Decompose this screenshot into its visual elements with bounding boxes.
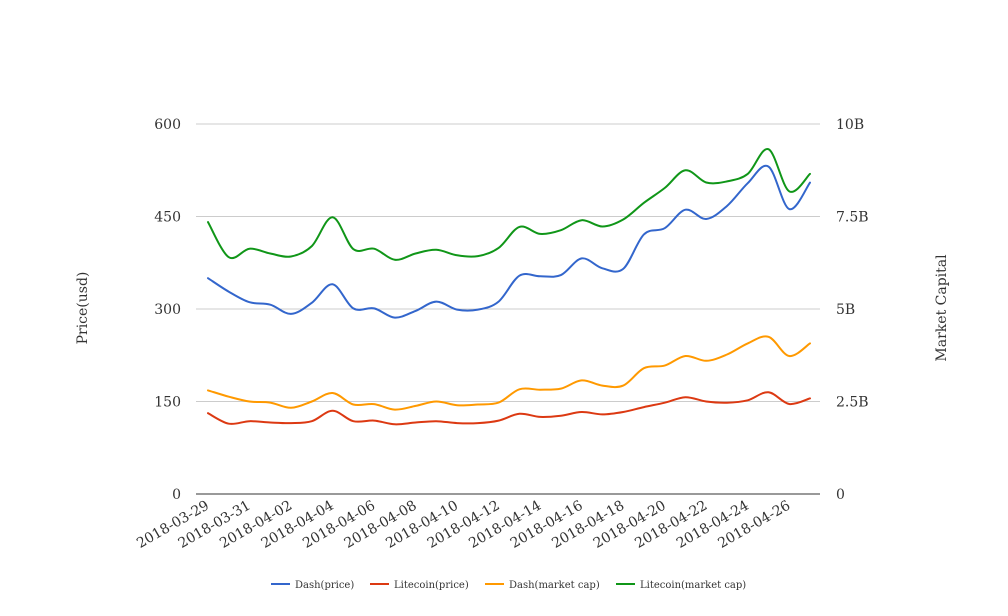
y-left-tick-label: 450 [154, 210, 181, 226]
y-right-tick-label: 5B [836, 302, 855, 318]
series-lines [207, 148, 811, 426]
y-left-tick-label: 300 [154, 302, 181, 318]
y-left-tick-label: 150 [154, 395, 181, 411]
legend-item-dash-price: Dash(price) [271, 580, 354, 591]
legend-item-litecoin-market-cap: Litecoin(market cap) [616, 580, 746, 591]
legend-item-dash-market-cap: Dash(market cap) [485, 580, 600, 591]
series-line-dash-price [207, 164, 811, 319]
y-right-tick-label: 0 [836, 487, 845, 503]
legend-item-litecoin-price: Litecoin(price) [370, 580, 469, 591]
y-left-tick-label: 0 [172, 487, 181, 503]
y-right-tick-label: 7.5B [836, 210, 869, 226]
legend: Dash(price) Litecoin(price) Dash(market ca… [271, 580, 746, 591]
legend-label: Litecoin(price) [394, 580, 469, 591]
legend-label: Litecoin(market cap) [640, 580, 746, 591]
y-left-tick-label: 600 [154, 117, 181, 133]
x-axis-ticks: 2018-03-292018-03-312018-04-022018-04-04… [134, 498, 793, 552]
right-axis-ticks: 0 2.5B 5B 7.5B 10B [836, 117, 869, 503]
y-right-tick-label: 10B [836, 117, 864, 133]
legend-label: Dash(price) [295, 580, 354, 591]
y-axis-right-title: Market Capital [934, 254, 950, 362]
series-line-litecoin-price [207, 391, 811, 426]
series-line-dash-market-cap [207, 335, 811, 411]
left-axis-ticks: 0 150 300 450 600 [154, 117, 181, 503]
y-right-tick-label: 2.5B [836, 395, 869, 411]
series-line-litecoin-market-cap [207, 148, 811, 261]
gridlines [196, 123, 820, 495]
legend-label: Dash(market cap) [509, 580, 600, 591]
y-axis-left-title: Price(usd) [75, 272, 91, 345]
